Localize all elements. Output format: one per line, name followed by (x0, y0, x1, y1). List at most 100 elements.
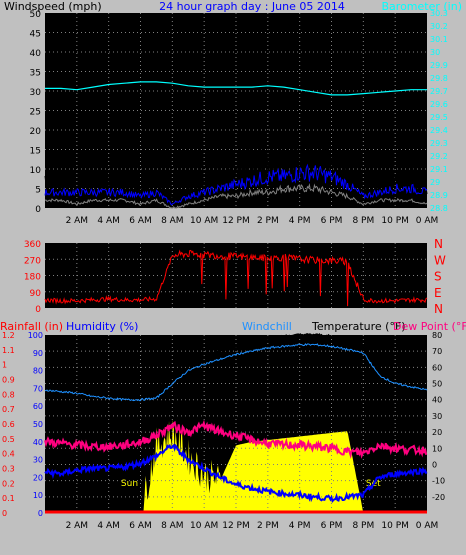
windspeed-tick-label: 25 (30, 108, 41, 118)
time-tick-label: 6 AM (129, 216, 152, 226)
rainfall-axis-label: Rainfall (in) (0, 320, 63, 333)
compass-label: E (434, 286, 442, 300)
humidity-tick-label: 40 (33, 438, 43, 447)
winddir-tick-label: 0 (35, 305, 41, 315)
rainfall-tick-label: 1.1 (2, 346, 15, 355)
rainfall-tick-label: 0.1 (2, 494, 15, 503)
time-tick-label: 4 AM (97, 216, 120, 226)
barometer-tick-label: 29.7 (430, 87, 448, 96)
barometer-axis-label: Barometer (in) (382, 0, 463, 13)
time-tick-label: 4 AM (97, 521, 120, 531)
time-tick-label: 0 AM (416, 216, 439, 226)
barometer-tick-label: 28.9 (430, 191, 448, 200)
barometer-tick-label: 29.4 (430, 126, 448, 135)
time-tick-label: 10 AM (190, 216, 218, 226)
barometer-tick-label: 29.9 (430, 61, 448, 70)
windspeed-line-0 (44, 128, 428, 203)
windspeed-tick-label: 45 (30, 30, 41, 40)
windspeed-tick-label: 35 (30, 69, 41, 79)
rainfall-tick-label: 0.2 (2, 479, 15, 488)
time-tick-label: 6 PM (321, 521, 343, 531)
barometer-tick-label: 30.2 (430, 22, 448, 31)
time-tick-label: 8 AM (161, 216, 184, 226)
humidity-tick-label: 70 (33, 384, 43, 393)
temperature-tick-label: 20 (432, 428, 442, 437)
time-tick-label: 8 PM (352, 521, 374, 531)
humidity-tick-label: 10 (33, 491, 43, 500)
wind-barometer-panel: 0 5 10 15 20 25 30 35 40 45 50 28.8 28.9 29 29.1 29.2 2… (4, 0, 462, 226)
windspeed-tick-label: 30 (30, 88, 42, 98)
humidity-axis-label: Humidity (%) (66, 320, 138, 333)
rainfall-tick-label: 0.7 (2, 405, 15, 414)
time-tick-label: 10 PM (381, 521, 409, 531)
series-line-windchill (44, 343, 428, 402)
windspeed-line-2 (44, 182, 428, 209)
time-tick-label: 10 AM (190, 521, 218, 531)
barometer-line (45, 81, 427, 96)
time-tick-label: 2 PM (257, 521, 279, 531)
winddir-tick-label: 90 (30, 289, 42, 299)
rainfall-tick-label: 0.5 (2, 435, 15, 444)
temperature-tick-label: 30 (432, 412, 442, 421)
temperature-tick-label: 60 (432, 363, 442, 372)
windspeed-tick-label: 10 (30, 166, 42, 176)
temperature-tick-label: 0 (432, 460, 437, 469)
windspeed-tick-label: 50 (30, 10, 42, 20)
dewpoint-axis-label: Dew Point (°F) (393, 320, 466, 333)
rainfall-tick-label: 1 (2, 361, 7, 370)
barometer-tick-label: 29.1 (430, 165, 448, 174)
humidity-tick-label: 100 (28, 331, 43, 340)
humidity-tick-label: 60 (33, 402, 43, 411)
barometer-tick-label: 29.2 (430, 152, 448, 161)
barometer-tick-label: 29.5 (430, 113, 448, 122)
compass-label: W (434, 253, 446, 267)
time-tick-label: 2 AM (66, 216, 89, 226)
temperature-tick-label: 70 (432, 347, 442, 356)
temperature-tick-label: 50 (432, 380, 442, 389)
rainfall-tick-label: 0.6 (2, 420, 15, 429)
time-tick-label: 2 PM (257, 216, 279, 226)
compass-label: N (434, 302, 443, 316)
winddir-tick-label: 270 (24, 256, 41, 266)
time-tick-label: 8 PM (352, 216, 374, 226)
temperature-tick-label: 80 (432, 331, 442, 340)
temperature-panel: Sun Set 00.10.20.30.40.50.60.70.80.911.11… (0, 320, 466, 531)
time-tick-label: 12 PM (222, 216, 250, 226)
chart-title: 24 hour graph day : June 05 2014 (159, 0, 345, 13)
time-tick-label: 4 PM (289, 216, 311, 226)
winddir-line (44, 249, 428, 307)
time-tick-label: 0 AM (416, 521, 439, 531)
rainfall-tick-label: 0.9 (2, 376, 15, 385)
humidity-tick-label: 50 (33, 420, 43, 429)
sunrise-label: Sun (121, 479, 138, 489)
series-line-temperature (44, 333, 428, 394)
humidity-tick-label: 90 (33, 349, 43, 358)
barometer-tick-label: 30.1 (430, 35, 448, 44)
compass-label: S (434, 270, 442, 284)
windspeed-tick-label: 20 (30, 127, 42, 137)
temperature-tick-label: -20 (432, 493, 445, 502)
barometer-tick-label: 29.3 (430, 139, 448, 148)
time-tick-label: 8 AM (161, 521, 184, 531)
humidity-tick-label: 30 (33, 456, 43, 465)
windspeed-tick-label: 40 (30, 49, 42, 59)
windspeed-tick-label: 15 (30, 147, 41, 157)
temperature-tick-label: 10 (432, 444, 442, 453)
temperature-tick-label: 40 (432, 396, 442, 405)
windspeed-axis-label: Windspeed (mph) (4, 0, 102, 13)
humidity-tick-label: 20 (33, 473, 43, 482)
rainfall-tick-label: 0 (2, 509, 7, 518)
barometer-tick-label: 30.3 (430, 9, 448, 18)
barometer-tick-label: 28.8 (430, 204, 448, 213)
rainfall-tick-label: 1.2 (2, 331, 15, 340)
time-tick-label: 4 PM (289, 521, 311, 531)
rainfall-tick-label: 0.4 (2, 450, 15, 459)
winddir-tick-label: 360 (24, 240, 41, 250)
series-line-humidity (44, 443, 428, 504)
time-tick-label: 6 PM (321, 216, 343, 226)
series-line-dew (44, 419, 428, 459)
humidity-tick-label: 80 (33, 367, 43, 376)
temperature-tick-label: -10 (432, 477, 445, 486)
